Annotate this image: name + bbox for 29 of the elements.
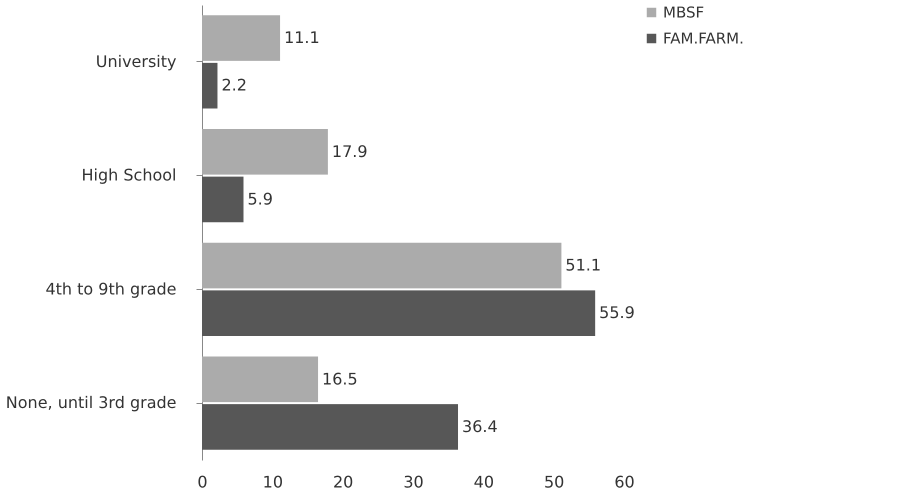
data-label: 5.9 xyxy=(247,189,273,208)
x-tick-label: 20 xyxy=(332,472,354,492)
bar xyxy=(202,62,218,109)
data-label: 55.9 xyxy=(599,303,635,322)
x-tick-label: 60 xyxy=(614,472,635,492)
legend-label: FAM.FARM. xyxy=(663,30,744,48)
data-label: 2.2 xyxy=(221,76,247,95)
x-tick-label: 0 xyxy=(197,472,208,492)
y-tick-label: University xyxy=(96,52,176,71)
x-tick-label: 10 xyxy=(262,472,284,492)
x-tick-label: 40 xyxy=(474,472,494,492)
x-tick-label: 30 xyxy=(403,472,424,492)
data-label: 36.4 xyxy=(462,416,498,436)
bar xyxy=(202,176,244,222)
data-label: 51.1 xyxy=(565,256,602,275)
bar xyxy=(202,404,458,450)
data-label: 16.5 xyxy=(322,369,358,388)
bar xyxy=(202,290,596,336)
bar xyxy=(202,356,318,402)
y-tick-label: High School xyxy=(82,166,176,185)
bar xyxy=(202,15,280,61)
data-label: 17.9 xyxy=(332,142,368,161)
x-tick-label: 50 xyxy=(544,472,564,492)
bar xyxy=(202,242,562,288)
y-tick-label: 4th to 9th grade xyxy=(45,279,176,298)
data-label: 11.1 xyxy=(284,28,320,48)
legend-label: MBSF xyxy=(663,4,704,22)
y-tick-label: None, until 3rd grade xyxy=(6,393,176,412)
bar xyxy=(202,128,328,175)
